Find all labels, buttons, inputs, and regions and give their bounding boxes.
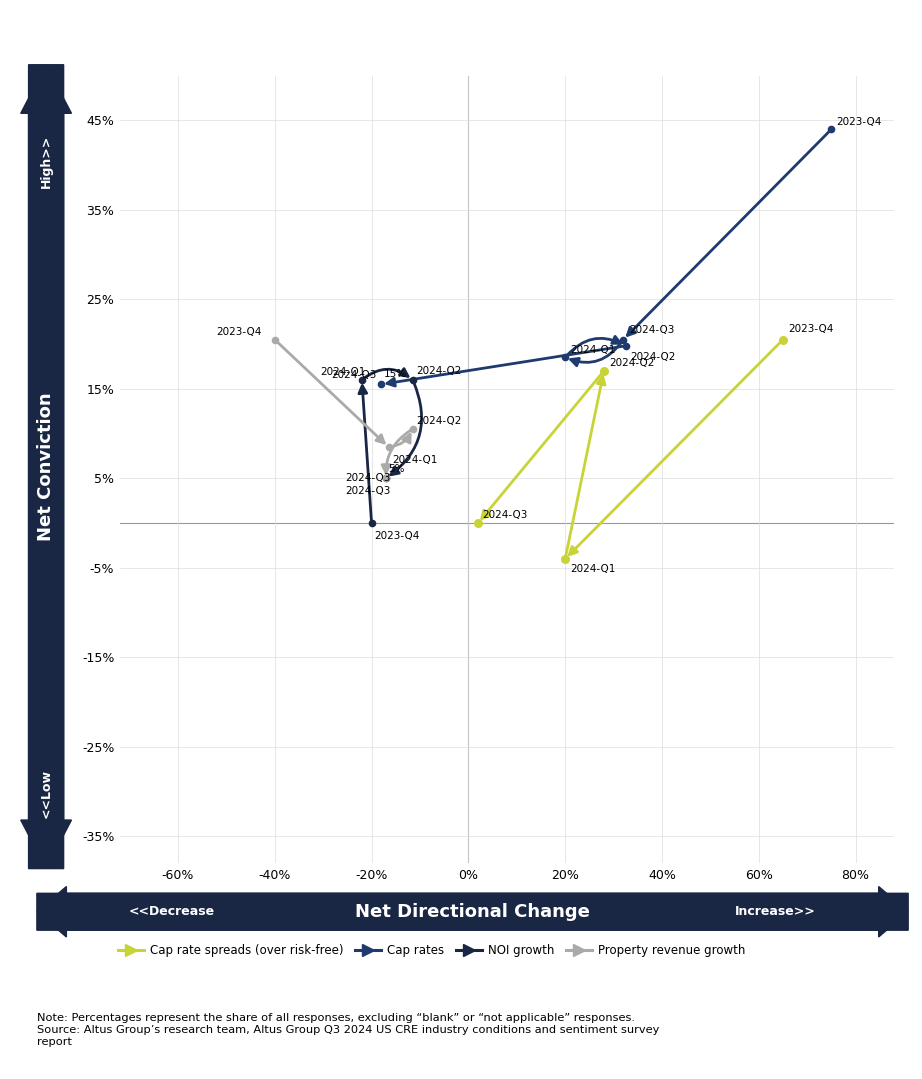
Text: <<Decrease: <<Decrease (129, 905, 215, 918)
Text: 2024-Q3: 2024-Q3 (331, 370, 376, 380)
Text: 2024-Q2: 2024-Q2 (417, 415, 462, 426)
Text: 2023-Q4: 2023-Q4 (374, 531, 420, 542)
Text: 2024-Q3: 2024-Q3 (629, 325, 675, 336)
Text: 2024-Q2: 2024-Q2 (609, 357, 656, 368)
Text: 2024-Q2: 2024-Q2 (417, 367, 462, 377)
Text: Net Directional Change: Net Directional Change (355, 903, 590, 920)
Text: 2024-Q3: 2024-Q3 (345, 487, 390, 496)
Text: 2024-Q3: 2024-Q3 (345, 473, 390, 483)
Text: <<Low: <<Low (40, 768, 53, 818)
Text: Increase>>: Increase>> (735, 905, 816, 918)
Text: 5%: 5% (388, 464, 405, 474)
Text: 2023-Q4: 2023-Q4 (787, 325, 833, 334)
Text: 2024-Q1: 2024-Q1 (570, 564, 615, 574)
Text: Net Conviction: Net Conviction (37, 393, 55, 541)
Text: 2024-Q1: 2024-Q1 (393, 455, 438, 465)
Text: 2024-Q1: 2024-Q1 (321, 367, 366, 378)
Text: Note: Percentages represent the share of all responses, excluding “blank” or “no: Note: Percentages represent the share of… (37, 1013, 659, 1047)
Text: 2023-Q4: 2023-Q4 (217, 327, 262, 337)
Text: 2024-Q3: 2024-Q3 (482, 509, 527, 520)
Text: 2024-Q1: 2024-Q1 (570, 345, 615, 355)
Text: 2023-Q4: 2023-Q4 (836, 117, 881, 126)
Text: 2024-Q2: 2024-Q2 (631, 352, 676, 363)
Text: High>>: High>> (40, 135, 53, 189)
Legend: Cap rate spreads (over risk-free), Cap rates, NOI growth, Property revenue growt: Cap rate spreads (over risk-free), Cap r… (118, 944, 745, 957)
Text: 15%: 15% (384, 369, 407, 379)
